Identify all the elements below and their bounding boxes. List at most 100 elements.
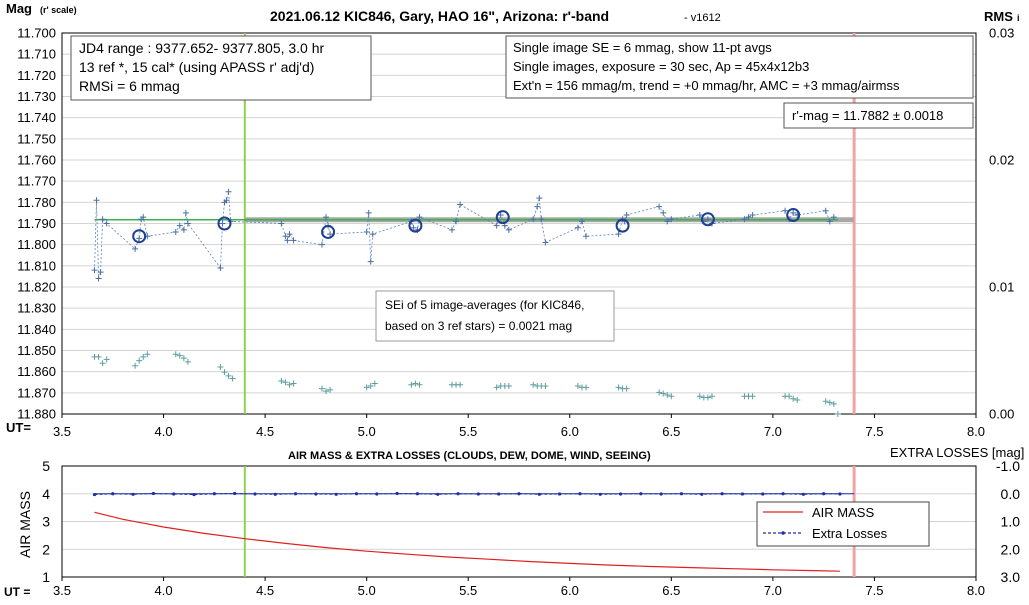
extra-losses-point [415, 492, 420, 496]
single-image-point [745, 214, 752, 221]
top-y2-tick-label: 0.00 [989, 407, 1014, 422]
extra-losses-point [618, 492, 623, 496]
top-x-tick-label: 5.5 [459, 424, 477, 439]
bottom-x-tick-label: 5.0 [358, 583, 376, 598]
top-x-tick-label: 6.5 [662, 424, 680, 439]
bottom-y2-tick-label: 3.0 [1001, 569, 1021, 585]
bottom-y-tick-labels: 5 4 3 2 1 [42, 458, 50, 585]
bottom-x-tick-labels: 3.5 4.0 4.5 5.0 5.5 6.0 6.5 7.0 7.5 8.0 [53, 577, 985, 598]
single-image-point [453, 218, 460, 225]
extra-losses-point [212, 492, 216, 496]
bottom-x-tick-label: 7.5 [865, 583, 883, 598]
extra-losses-point [578, 492, 582, 496]
bottom-x-axis-label: UT = [4, 585, 30, 599]
single-image-point [223, 197, 230, 204]
rms-point [286, 381, 293, 388]
extra-losses-point [700, 492, 704, 496]
rms-point [136, 357, 143, 364]
rms-point [826, 399, 833, 406]
extra-losses-point [497, 492, 501, 496]
extra-losses-point [192, 492, 196, 497]
single-image-point [172, 228, 179, 235]
top-plot-frame [61, 32, 977, 415]
top-y-tick-label: 11.850 [17, 343, 56, 358]
rms-point [668, 393, 675, 400]
bottom-x-tick-label: 5.5 [459, 583, 477, 598]
top-y-tick-label: 11.700 [17, 26, 56, 41]
annotation-box-right: Single image SE = 6 mmag, show 11-pt avg… [505, 35, 974, 99]
extra-losses-point [233, 491, 237, 496]
top-y-tick-label: 11.710 [17, 47, 56, 62]
top-y-tick-label: 11.860 [17, 364, 56, 379]
legend: AIR MASS Extra Losses [756, 501, 930, 547]
extra-losses-point [456, 492, 460, 496]
single-image-point [219, 220, 226, 227]
rms-point [623, 385, 630, 392]
rms-point [323, 388, 330, 395]
top-y2-tick-label: 0.01 [989, 280, 1014, 295]
single-image-point [741, 216, 748, 223]
rms-point [794, 397, 801, 404]
average-point [495, 210, 510, 225]
top-y-tick-label: 11.820 [17, 280, 56, 295]
top-chart-version: - v1612 [684, 12, 721, 24]
top-y-tick-label: 11.720 [17, 68, 56, 83]
mag-result-text: r'-mag = 11.7882 ± 0.0018 [792, 108, 943, 123]
top-y-axis-label: Mag [6, 1, 32, 16]
rms-point [412, 380, 419, 387]
top-y-tick-label: 11.790 [17, 216, 56, 231]
top-x-axis-label: UT= [6, 420, 31, 435]
rms-point [103, 356, 110, 363]
single-image-point [217, 264, 224, 271]
sei-annotation-line-2: based on 3 ref stars) = 0.0021 mag [385, 319, 572, 333]
average-point [132, 229, 147, 244]
annotation-right-line-1: Single image SE = 6 mmag, show 11-pt avg… [513, 40, 772, 55]
top-x-tick-label: 7.5 [865, 424, 883, 439]
rms-point [583, 384, 590, 391]
extra-losses-point [92, 492, 97, 497]
top-y2-tick-label: 0.03 [989, 26, 1014, 41]
bottom-y2-tick-label: 0.0 [1001, 486, 1021, 502]
extra-losses-point [781, 492, 785, 496]
single-image-point [284, 237, 291, 244]
bottom-x-tick-label: 6.5 [662, 583, 680, 598]
single-image-point [704, 216, 711, 223]
bottom-x-tick-label: 7.0 [764, 583, 782, 598]
top-x-tick-label: 3.5 [53, 424, 71, 439]
extra-losses-point [172, 492, 176, 496]
extra-losses-point [822, 492, 826, 496]
bottom-y-tick-label: 1 [42, 569, 50, 585]
extra-losses-point [151, 491, 155, 496]
bottom-x-tick-label: 4.5 [256, 583, 274, 598]
single-image-point [176, 222, 183, 229]
bottom-y-tick-label: 4 [42, 486, 50, 502]
single-image-point [536, 195, 543, 202]
rms-point [363, 384, 370, 391]
single-image-point [538, 216, 545, 223]
single-image-point [530, 216, 537, 223]
bottom-y-axis-label: AIR MASS [17, 491, 33, 558]
extra-losses-point [639, 492, 643, 496]
single-image-point [327, 231, 334, 238]
rms-point [290, 380, 297, 387]
single-image-point [365, 209, 372, 216]
average-point [217, 216, 232, 231]
rms-point [708, 393, 715, 400]
extra-losses-point [354, 492, 359, 496]
rms-point [530, 381, 537, 388]
single-image-point [583, 233, 590, 240]
rms-point [225, 372, 232, 379]
single-image-point [822, 207, 829, 214]
bottom-y2-axis-label: EXTRA LOSSES [mag] [890, 445, 1024, 460]
single-image-point [660, 209, 667, 216]
top-y-tick-label: 11.730 [17, 89, 56, 104]
rms-point [282, 379, 289, 386]
single-image-point [578, 218, 585, 225]
rms-point [99, 360, 106, 367]
rms-point [786, 393, 793, 400]
bottom-y-tick-label: 2 [42, 541, 50, 557]
single-image-point [493, 222, 500, 229]
rms-point [229, 375, 236, 382]
extra-losses-point [537, 492, 541, 496]
